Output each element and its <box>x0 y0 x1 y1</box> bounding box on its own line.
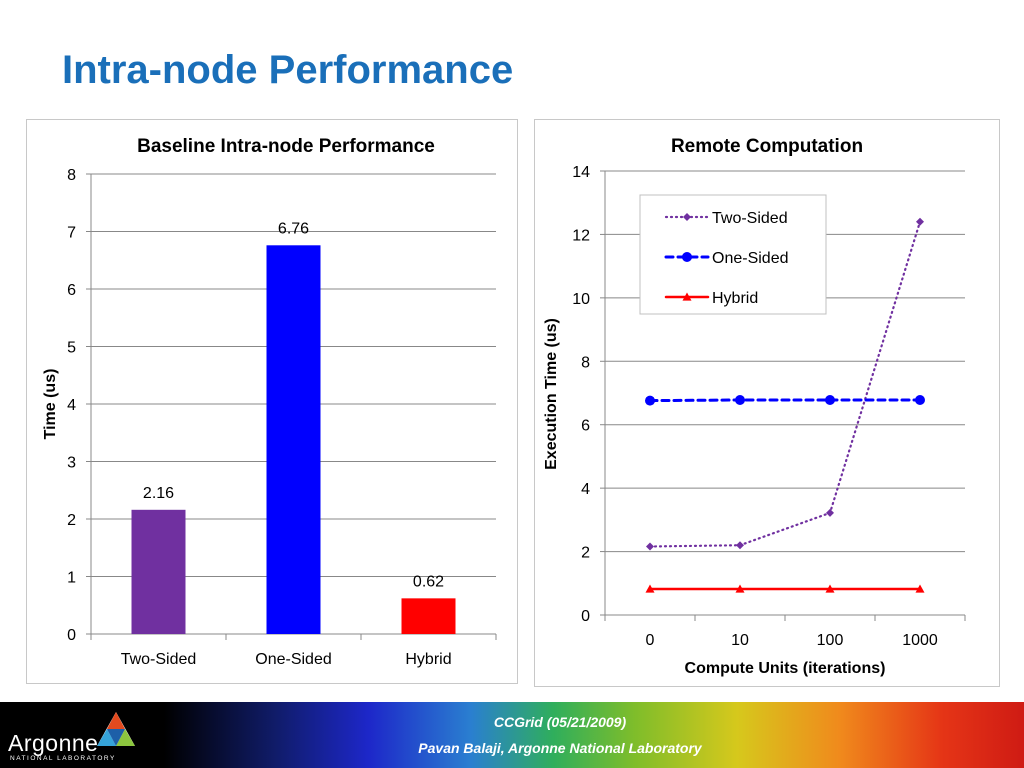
data-point <box>825 584 835 593</box>
x-tick-label: Hybrid <box>405 651 451 668</box>
y-tick-label: 2 <box>67 512 76 529</box>
data-point <box>825 394 835 405</box>
legend-label: One-Sided <box>712 250 789 267</box>
y-tick-label: 12 <box>572 227 590 244</box>
data-point <box>645 584 655 593</box>
data-point <box>826 508 834 517</box>
y-tick-label: 7 <box>67 225 76 242</box>
data-point <box>646 542 654 551</box>
x-tick-label: 10 <box>731 632 749 649</box>
slide-title: Intra-node Performance <box>62 48 514 92</box>
argonne-logo-text: Argonne <box>8 730 99 756</box>
y-axis-label: Time (us) <box>42 369 59 440</box>
data-point <box>916 217 924 226</box>
y-tick-label: 8 <box>581 354 590 371</box>
y-tick-label: 6 <box>581 418 590 435</box>
x-tick-label: One-Sided <box>255 651 332 668</box>
data-label: 0.62 <box>413 573 444 590</box>
legend-marker <box>683 213 691 221</box>
y-tick-label: 8 <box>67 167 76 184</box>
bar <box>131 509 186 634</box>
chart-title: Remote Computation <box>671 136 863 157</box>
footer-author: Pavan Balaji, Argonne National Laborator… <box>418 740 702 756</box>
chart-title: Baseline Intra-node Performance <box>137 136 435 157</box>
x-tick-label: 1000 <box>902 632 938 649</box>
y-axis-label: Execution Time (us) <box>543 318 560 470</box>
data-point <box>915 394 925 405</box>
data-point <box>735 394 745 405</box>
line-chart-frame: Remote Computation Execution Time (us) C… <box>534 119 1000 687</box>
argonne-triangle-logo-icon <box>97 712 135 746</box>
footer-bar: Argonne NATIONAL LABORATORY CCGrid (05/2… <box>0 702 1024 768</box>
series-line <box>648 220 922 548</box>
legend-marker <box>682 252 692 262</box>
bar <box>401 598 456 634</box>
series-line <box>648 398 922 403</box>
y-tick-label: 6 <box>67 282 76 299</box>
argonne-logo-subtitle: NATIONAL LABORATORY <box>10 755 116 762</box>
y-tick-label: 10 <box>572 291 590 308</box>
data-point <box>735 584 745 593</box>
y-tick-label: 14 <box>572 164 590 181</box>
x-tick-label: 100 <box>817 632 844 649</box>
bar-chart-frame: Baseline Intra-node Performance Time (us… <box>26 119 518 684</box>
data-point <box>736 541 744 550</box>
x-tick-label: Two-Sided <box>121 651 197 668</box>
y-tick-label: 4 <box>581 481 590 498</box>
y-tick-label: 0 <box>67 627 76 644</box>
y-tick-label: 5 <box>67 340 76 357</box>
line-chart: Remote Computation Execution Time (us) C… <box>543 136 966 677</box>
bar <box>266 245 321 635</box>
data-point <box>915 584 925 593</box>
footer-conference: CCGrid (05/21/2009) <box>493 714 627 730</box>
bar-chart: Baseline Intra-node Performance Time (us… <box>42 136 497 668</box>
x-tick-label: 0 <box>646 632 655 649</box>
y-tick-label: 2 <box>581 545 590 562</box>
y-tick-label: 1 <box>67 570 76 587</box>
legend-marker <box>682 292 692 301</box>
y-tick-label: 3 <box>67 455 76 472</box>
data-label: 2.16 <box>143 485 174 502</box>
y-tick-label: 4 <box>67 397 76 414</box>
legend-box <box>639 194 827 315</box>
y-tick-label: 0 <box>581 608 590 625</box>
data-label: 6.76 <box>278 220 309 237</box>
data-point <box>645 395 655 406</box>
legend-label: Two-Sided <box>712 210 788 227</box>
x-axis-label: Compute Units (iterations) <box>685 660 886 677</box>
legend-label: Hybrid <box>712 290 758 307</box>
